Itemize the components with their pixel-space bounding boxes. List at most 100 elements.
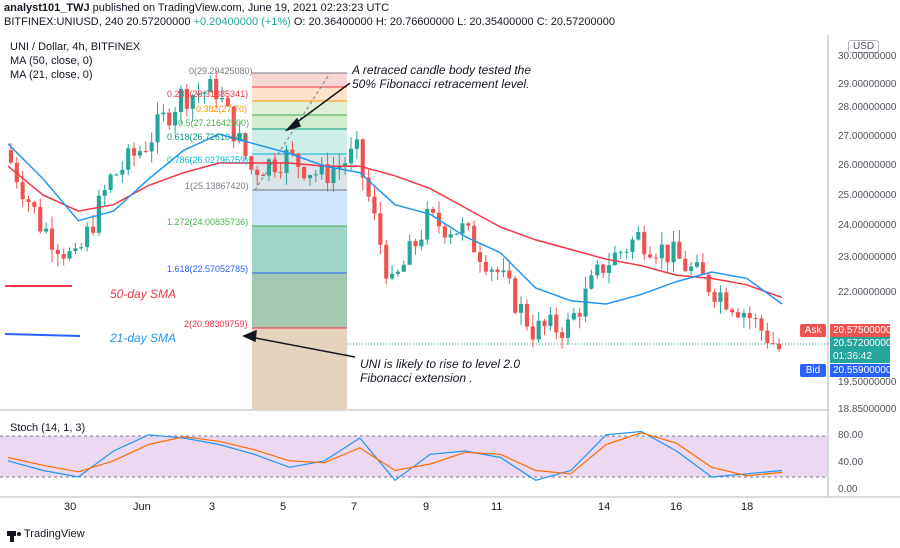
fib-level-1272: 1.272(24.00835736) [167,217,249,227]
ohlc-bar: BITFINEX:UNIUSD, 240 20.57200000 +0.2040… [4,16,615,28]
stoch-tick: 40.00 [838,457,864,468]
candle-body [243,133,248,157]
candle-body [460,223,465,234]
candle-body [167,112,172,126]
price-tick: 27.00000000 [838,131,897,142]
candle-body [319,164,324,175]
candle-body [536,320,541,340]
author-name[interactable]: analyst101_TWJ [4,2,90,14]
stoch-legend[interactable]: Stoch (14, 1, 3) [10,422,86,434]
annotation-bottom: UNI is likely to rise to level 2.0 Fibon… [360,357,520,385]
date-tick: 14 [598,501,611,513]
candle-body [149,142,154,152]
candle-body [718,292,723,302]
candle-body [618,252,623,254]
stoch-band [0,436,828,477]
candle-body [132,148,137,156]
annotation-top-line2: 50% Fibonacci retracement level. [352,77,530,91]
candle-body [354,139,359,149]
candle-body [747,312,752,319]
candle-body [155,114,160,143]
price-tick: 22.00000000 [838,287,897,298]
candle-body [753,318,758,320]
candle-body [653,257,658,259]
candle-body [577,313,582,317]
candle-body [26,199,31,202]
ma21-legend[interactable]: MA (21, close, 0) [10,69,93,81]
candle-body [307,175,313,179]
candle-body [560,332,565,338]
bid-label: Bid [800,364,826,377]
candle-body [55,249,60,255]
symbol-label: BITFINEX:UNIUSD, 240 [4,16,124,28]
candle-body [683,258,688,272]
candle-body [425,208,430,240]
ohlc-values: O: 20.36400000 H: 20.76600000 L: 20.3540… [293,16,615,28]
candle-body [390,273,395,279]
candle-body [184,88,189,109]
stoch-tick: 80.00 [838,430,864,441]
candle-body [700,262,705,275]
candle-body [507,270,512,279]
candle-body [735,312,741,318]
candle-body [102,189,107,196]
arrow-bottom [242,329,356,358]
candle-body [431,208,436,213]
candle-body [442,226,447,238]
fib-level-0: 0(29.29425080) [189,66,253,76]
fib-level-0236: 0.236(28.31385341) [167,89,249,99]
fib-level-1618: 1.618(22.57052785) [167,264,249,274]
candle-body [677,241,682,259]
candle-body [331,168,336,184]
currency-button[interactable]: USD [848,40,880,53]
candle-body [724,292,729,310]
candle-body [401,264,406,272]
annotation-bottom-line1: UNI is likely to rise to level 2.0 [360,357,521,371]
candle-body [161,112,166,115]
price-tick: 26.00000000 [838,160,897,171]
tradingview-logo-icon [7,531,21,542]
candle-body [20,182,25,200]
date-tick: Jun [133,501,151,513]
tradingview-brand[interactable]: TradingView [24,528,85,540]
candle-body [49,228,55,250]
candle-body [524,303,529,327]
price-tick: 25.00000000 [838,190,897,201]
price-tick: 28.00000000 [838,102,897,113]
candle-body [606,265,612,273]
candle-body [730,309,735,313]
candle-body [261,175,266,177]
stoch-tick: 0.00 [838,484,858,495]
candle-body [489,269,494,272]
candle-body [90,226,96,233]
ma50-legend[interactable]: MA (50, close, 0) [10,55,93,67]
candle-body [771,343,776,345]
price-tick: 18.85000000 [838,404,897,415]
fib-level-0786: 0.786(26.02796759) [167,155,249,165]
date-tick: 9 [423,501,430,513]
candle-body [659,244,664,259]
fib-level-1: 1(25.13867420) [185,181,249,191]
candle-body [554,314,559,333]
candle-body [384,244,389,279]
candle-body [630,239,635,252]
candle-body [372,196,377,214]
candle-body [278,172,283,174]
candle-body [79,247,84,249]
candle-body [413,241,418,247]
candle-body [448,234,453,238]
price-tick: 30.00000000 [838,51,897,62]
candle-body [284,149,289,173]
sma21-marker [4,333,81,337]
fibonacci-tool [252,72,347,410]
candle-body [589,275,594,289]
candle-body [548,314,553,327]
candle-body [636,232,641,240]
date-tick: 3 [209,501,216,513]
candle-body [114,174,119,176]
candle-body [759,318,764,331]
candle-body [73,248,78,251]
candle-body [219,98,225,100]
candlestick-series [8,69,782,352]
